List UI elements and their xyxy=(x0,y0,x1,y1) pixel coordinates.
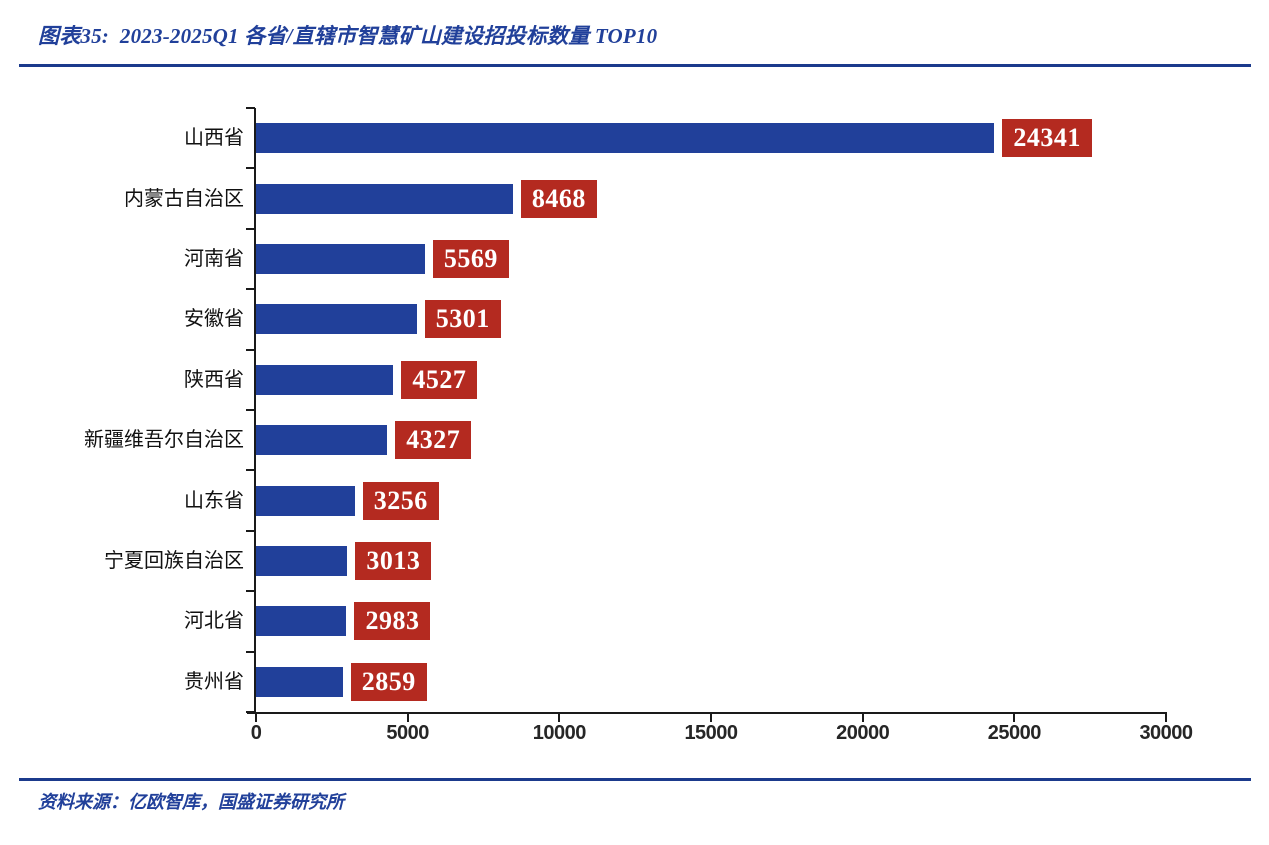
y-axis-tick xyxy=(246,107,255,109)
category-label: 内蒙古自治区 xyxy=(124,187,244,210)
x-axis-tick-label: 5000 xyxy=(386,722,429,744)
category-label: 山西省 xyxy=(184,127,244,150)
bar xyxy=(256,364,394,395)
category-label: 安徽省 xyxy=(184,308,244,331)
value-badge: 3013 xyxy=(355,542,432,580)
value-badge: 4527 xyxy=(401,360,478,399)
value-badge: 4327 xyxy=(395,421,472,460)
x-axis-tick-label: 10000 xyxy=(532,722,587,744)
x-axis-tick xyxy=(255,714,257,722)
y-axis-tick xyxy=(246,529,255,532)
y-axis-tick xyxy=(246,227,255,230)
x-axis-tick xyxy=(558,714,561,722)
bar xyxy=(256,546,348,576)
category-label: 贵州省 xyxy=(184,670,244,693)
bar xyxy=(256,606,347,637)
category-label: 河南省 xyxy=(184,248,244,270)
y-axis-tick xyxy=(246,590,255,593)
bar xyxy=(256,183,513,214)
category-label: 宁夏回族自治区 xyxy=(104,550,244,572)
value-badge: 5569 xyxy=(432,240,509,278)
x-axis-tick-label: 25000 xyxy=(987,722,1042,744)
category-label: 山东省 xyxy=(184,489,244,512)
y-axis-tick xyxy=(246,469,255,472)
value-badge: 8468 xyxy=(520,179,597,218)
bar xyxy=(256,666,343,697)
y-axis-tick xyxy=(246,711,255,713)
y-axis-tick xyxy=(246,348,255,351)
y-axis-tick xyxy=(246,409,255,411)
x-axis-tick-label: 15000 xyxy=(684,722,738,744)
value-badge: 5301 xyxy=(424,300,501,339)
x-axis-tick xyxy=(861,714,864,722)
x-axis-tick-label: 0 xyxy=(250,722,262,744)
x-axis-line xyxy=(247,712,1167,714)
y-axis-tick xyxy=(246,288,255,291)
x-axis-tick xyxy=(710,714,712,722)
y-axis-line xyxy=(254,108,256,714)
category-label: 陕西省 xyxy=(184,368,244,391)
x-axis-tick-label: 20000 xyxy=(836,722,890,744)
x-axis-tick xyxy=(1013,714,1016,722)
figure-title: 图表35: 2023-2025Q1 各省/直辖市智慧矿山建设招投标数量 TOP1… xyxy=(38,24,658,48)
y-axis-tick xyxy=(246,167,255,170)
value-badge: 2983 xyxy=(354,602,431,641)
x-axis-tick-label: 30000 xyxy=(1139,722,1193,744)
bar xyxy=(256,485,355,516)
value-badge: 24341 xyxy=(1002,119,1092,158)
x-axis-tick xyxy=(406,714,409,722)
bar xyxy=(256,244,425,274)
value-badge: 3256 xyxy=(362,481,439,520)
value-badge: 2859 xyxy=(350,662,427,701)
title-divider-line xyxy=(19,64,1251,67)
category-label: 河北省 xyxy=(184,610,244,633)
bar xyxy=(256,123,995,154)
data-source-note: 资料来源：亿欧智库，国盛证券研究所 xyxy=(38,792,344,812)
bar xyxy=(256,425,388,456)
x-axis-tick xyxy=(1165,714,1167,722)
bar xyxy=(256,304,417,335)
category-label: 新疆维吾尔自治区 xyxy=(84,429,244,452)
footer-divider-line xyxy=(19,778,1251,781)
y-axis-tick xyxy=(246,650,255,653)
